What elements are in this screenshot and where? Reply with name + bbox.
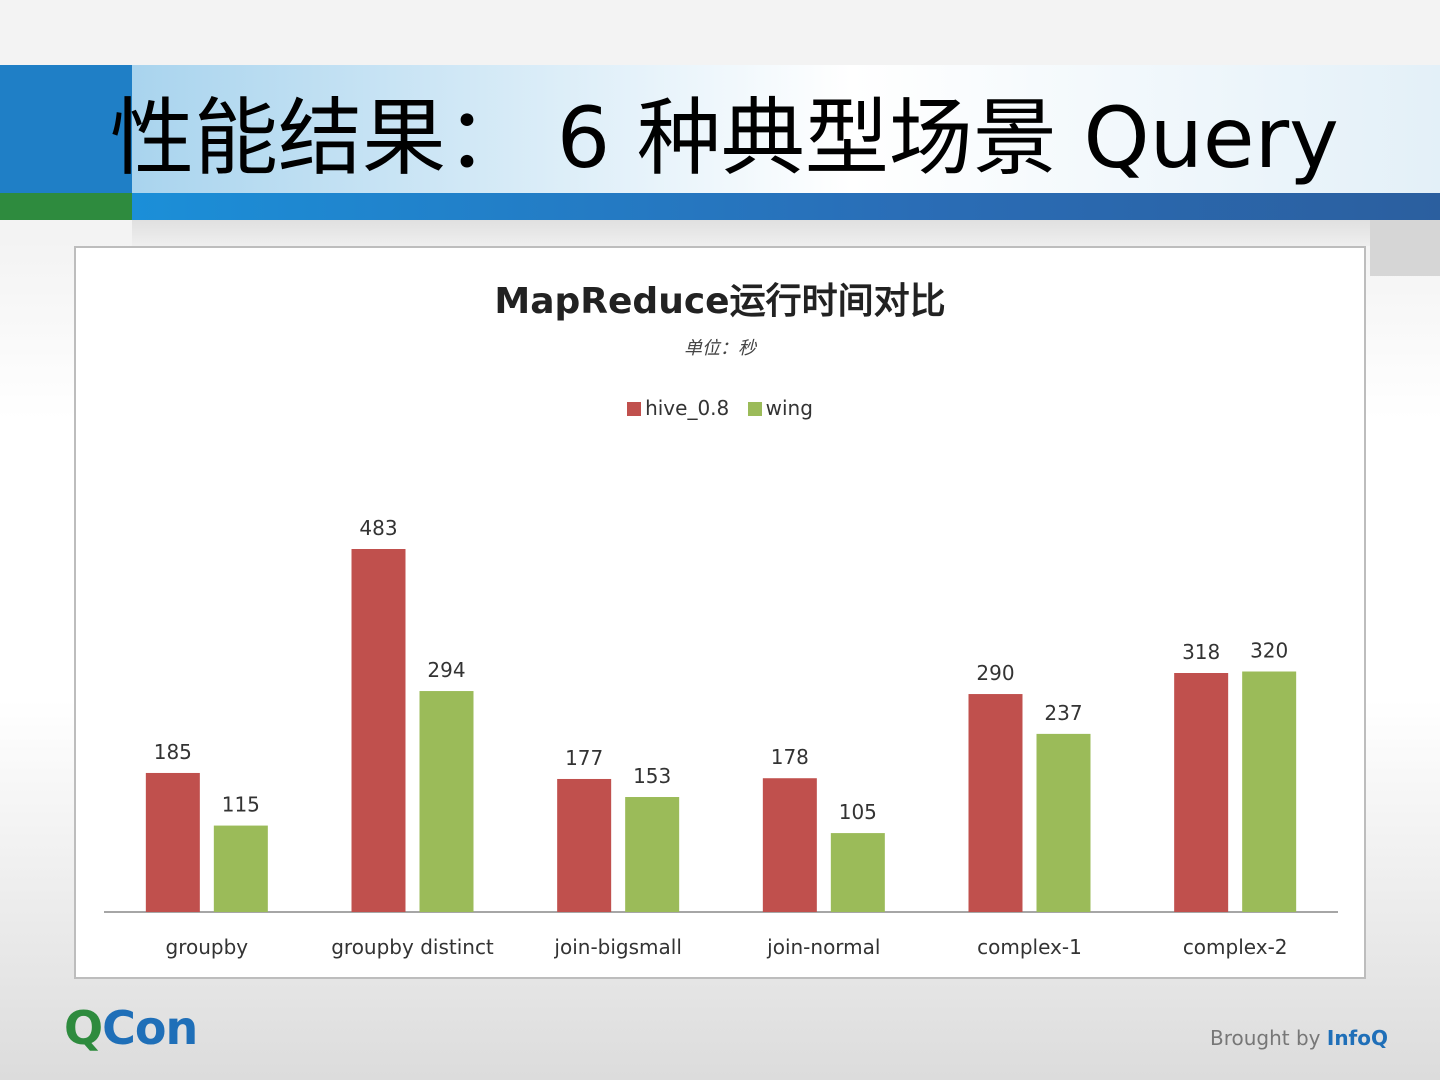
qcon-logo: QCon xyxy=(64,1000,198,1056)
bar-hive-2 xyxy=(557,778,612,912)
bar-hive-4 xyxy=(968,694,1023,912)
legend-item-hive: hive_0.8 xyxy=(627,396,729,420)
banner-left-green-block xyxy=(0,193,132,220)
bar-wing-5 xyxy=(1242,671,1297,912)
chart-shadow-right xyxy=(1370,220,1440,276)
data-label-hive-2: 177 xyxy=(565,746,603,770)
data-label-wing-0: 115 xyxy=(222,793,260,817)
x-tick-label-0: groupby xyxy=(166,935,249,959)
data-label-wing-4: 237 xyxy=(1044,701,1082,725)
data-label-wing-5: 320 xyxy=(1250,639,1288,663)
legend-label-hive: hive_0.8 xyxy=(645,396,730,420)
x-tick-label-2: join-bigsmall xyxy=(553,935,681,959)
data-label-hive-4: 290 xyxy=(976,661,1014,685)
data-label-wing-1: 294 xyxy=(427,658,465,682)
banner-blue-strip xyxy=(132,193,1440,220)
x-tick-label-4: complex-1 xyxy=(977,935,1082,959)
banner-main-band xyxy=(132,65,1440,193)
x-tick-label-1: groupby distinct xyxy=(331,935,494,959)
chart-subtitle: 单位：秒 xyxy=(684,338,756,359)
data-label-wing-2: 153 xyxy=(633,764,671,788)
legend-item-wing: wing xyxy=(747,396,813,420)
banner-left-blue-block xyxy=(0,65,132,193)
bar-hive-0 xyxy=(145,772,200,912)
bar-hive-1 xyxy=(351,549,406,912)
header-banner xyxy=(0,65,1440,220)
x-tick-label-3: join-normal xyxy=(766,935,880,959)
brought-by-infoq: Brought by InfoQ xyxy=(1210,1026,1388,1050)
bar-wing-2 xyxy=(625,797,680,912)
brought-by-text: Brought by xyxy=(1210,1026,1327,1050)
slide-title: 性能结果： 6 种典型场景 Query xyxy=(110,89,1339,187)
legend-label-wing: wing xyxy=(765,396,813,420)
x-tick-label-5: complex-2 xyxy=(1183,935,1288,959)
bar-wing-4 xyxy=(1036,733,1091,912)
bar-wing-1 xyxy=(419,691,474,912)
qcon-logo-q: Q xyxy=(64,1001,103,1055)
legend-swatch-hive xyxy=(627,402,642,416)
chart-title: MapReduce运行时间对比 xyxy=(494,281,946,322)
data-label-hive-1: 483 xyxy=(359,516,397,540)
data-label-hive-0: 185 xyxy=(154,740,192,764)
data-label-hive-5: 318 xyxy=(1182,640,1220,664)
bar-wing-0 xyxy=(213,825,268,912)
bar-wing-3 xyxy=(830,833,885,912)
chart-shadow-top xyxy=(132,220,1370,246)
data-label-wing-3: 105 xyxy=(839,800,877,824)
infoq-brand: InfoQ xyxy=(1326,1026,1388,1050)
qcon-logo-con: Con xyxy=(102,1001,198,1055)
data-label-hive-3: 178 xyxy=(771,745,809,769)
bar-hive-3 xyxy=(762,778,817,912)
chart-legend: hive_0.8 wing xyxy=(76,396,1364,420)
chart-frame: MapReduce运行时间对比 单位：秒 hive_0.8 wing 185 11… xyxy=(74,246,1366,979)
legend-swatch-wing xyxy=(747,402,762,416)
bar-hive-5 xyxy=(1174,673,1229,912)
bar-chart: 185 115 groupby 483 294 groupby distinct 177 15… xyxy=(104,516,1338,959)
